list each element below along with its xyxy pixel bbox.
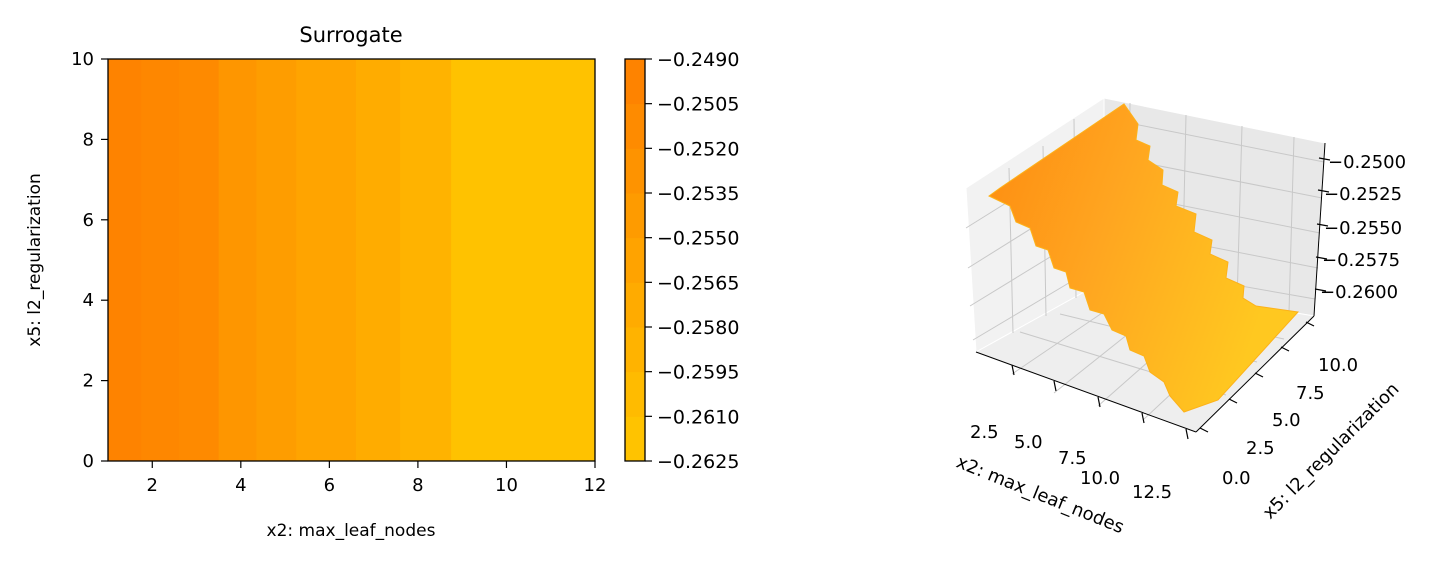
surface-x-tick-label: 10.0 <box>1080 468 1120 489</box>
colorbar-segments <box>625 59 645 462</box>
heatmap-x-tick-label: 6 <box>324 475 335 496</box>
colorbar-tick-label: −0.2565 <box>657 272 739 294</box>
surface-y-tick-label: 10.0 <box>1318 355 1358 376</box>
surface-y-tick-label: 7.5 <box>1296 383 1325 404</box>
heatmap-y-ticks: 0 2 4 6 8 10 <box>71 49 108 472</box>
colorbar-tick-label: −0.2520 <box>657 138 739 160</box>
colorbar-segment <box>625 371 645 417</box>
heatmap-x-tick-label: 8 <box>412 475 423 496</box>
colorbar-segment <box>625 193 645 239</box>
surface-x-tick-labels: 2.5 5.0 7.5 10.0 12.5 <box>970 422 1172 503</box>
surface-z-tick-label: −0.2575 <box>1322 250 1400 271</box>
heatmap-x-tick-label: 4 <box>235 475 246 496</box>
surface-y-axis-label: x5: l2_regularization <box>1259 379 1404 524</box>
surface-y-tick-label: 0.0 <box>1222 468 1251 489</box>
heatmap-y-tick-label: 4 <box>83 290 94 311</box>
surface-y-tick-labels: 0.0 2.5 5.0 7.5 10.0 <box>1222 355 1358 489</box>
heatmap-frame <box>107 58 596 462</box>
surface-tick-marks <box>1011 157 1331 440</box>
surface-y-tick-label: 5.0 <box>1272 410 1301 431</box>
colorbar-segment <box>625 103 645 149</box>
z-axis-line <box>1313 142 1326 317</box>
colorbar-tick-label: −0.2505 <box>657 94 739 116</box>
colorbar-tick-label: −0.2595 <box>657 362 739 384</box>
surface-y-tick-label: 2.5 <box>1246 438 1275 459</box>
heatmap-y-tick-label: 10 <box>71 49 94 70</box>
heatmap-band <box>108 59 142 461</box>
heatmap-y-tick-label: 8 <box>83 129 94 150</box>
heatmap-x-axis-label: x2: max_leaf_nodes <box>267 521 436 541</box>
surface-x-tick-label: 12.5 <box>1132 482 1172 503</box>
colorbar-frame <box>624 58 646 462</box>
heatmap-band <box>218 59 257 461</box>
heatmap-band <box>256 59 297 461</box>
colorbar-segment <box>625 416 645 462</box>
colorbar-segment <box>625 237 645 283</box>
heatmap-band <box>355 59 401 461</box>
heatmap-x-tick-label: 2 <box>147 475 158 496</box>
heatmap-y-tick-label: 2 <box>83 371 94 392</box>
surface-z-tick-label: −0.2600 <box>1320 282 1398 303</box>
surface-panel: 2.5 5.0 7.5 10.0 12.5 0.0 2.5 5.0 7.5 10… <box>953 97 1406 538</box>
colorbar-segment <box>625 282 645 328</box>
colorbar-segment <box>625 59 645 105</box>
colorbar-tick-label: −0.2490 <box>657 49 739 71</box>
heatmap-x-tick-label: 12 <box>584 475 607 496</box>
heatmap-panel: Surrogate 2 4 6 8 10 12 0 2 4 6 8 10 x2: max_leaf_… <box>25 23 606 541</box>
heatmap-band <box>451 59 596 461</box>
heatmap-y-axis-label: x5: l2_regularization <box>25 173 45 346</box>
surface-z-tick-labels: −0.2500 −0.2525 −0.2550 −0.2575 −0.2600 <box>1320 152 1406 303</box>
colorbar-tick-label: −0.2550 <box>657 228 739 250</box>
heatmap-x-ticks: 2 4 6 8 10 12 <box>147 461 607 496</box>
colorbar-segment <box>625 148 645 194</box>
colorbar-tick-label: −0.2580 <box>657 317 739 339</box>
surface-x-tick-label: 2.5 <box>970 422 999 443</box>
heatmap-title: Surrogate <box>299 23 402 47</box>
surface-z-tick-label: −0.2500 <box>1328 152 1406 173</box>
surface-patch <box>988 103 1300 413</box>
surface-x-tick-label: 7.5 <box>1058 448 1087 469</box>
surface-z-tick-label: −0.2525 <box>1324 184 1402 205</box>
surface-x-axis-label: x2: max_leaf_nodes <box>953 452 1127 538</box>
heatmap-y-tick-label: 6 <box>83 210 94 231</box>
colorbar-tick-label: −0.2625 <box>657 451 739 473</box>
heatmap-band <box>400 59 452 461</box>
surface-x-tick-label: 5.0 <box>1014 432 1043 453</box>
heatmap-y-tick-label: 0 <box>83 451 94 472</box>
heatmap-band <box>178 59 220 461</box>
surface-z-tick-label: −0.2550 <box>1324 218 1402 239</box>
colorbar-ticks: −0.2490 −0.2505 −0.2520 −0.2535 −0.2550 −0.25… <box>645 49 739 473</box>
heatmap-bands <box>108 59 596 461</box>
colorbar-tick-label: −0.2610 <box>657 406 739 428</box>
colorbar: −0.2490 −0.2505 −0.2520 −0.2535 −0.2550 −0.25… <box>624 49 739 473</box>
colorbar-segment <box>625 327 645 373</box>
heatmap-band <box>141 59 180 461</box>
heatmap-band <box>296 59 357 461</box>
y-axis-line <box>1195 315 1315 433</box>
colorbar-tick-label: −0.2535 <box>657 183 739 205</box>
heatmap-x-tick-label: 10 <box>495 475 518 496</box>
